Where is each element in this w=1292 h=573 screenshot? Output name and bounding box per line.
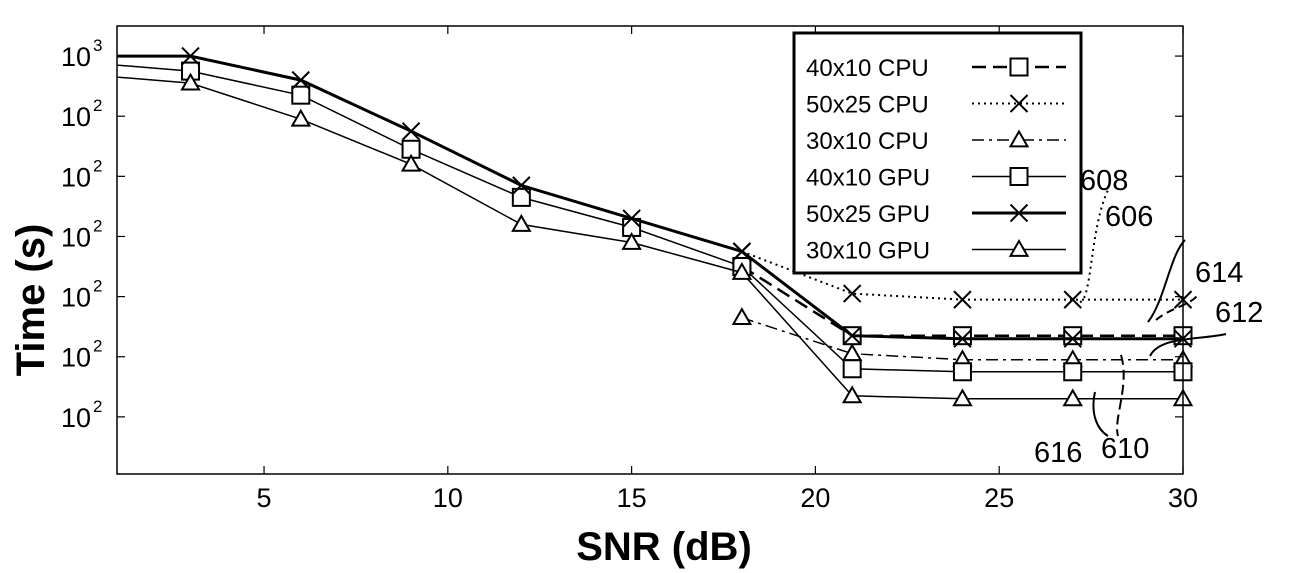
data-point (954, 390, 971, 405)
y-tick-label: 10 (61, 162, 91, 192)
legend-label: 40x10 GPU (806, 165, 930, 192)
data-point (733, 309, 750, 324)
callout-leader (1148, 240, 1185, 322)
legend-label: 30x10 GPU (806, 238, 930, 265)
data-point (1064, 291, 1081, 308)
legend-label: 40x10 CPU (806, 55, 929, 82)
data-point (292, 87, 309, 104)
x-tick-label: 15 (617, 483, 647, 513)
y-tick-exponent: 2 (93, 337, 102, 356)
legend-marker (1011, 168, 1028, 185)
callout-label: 612 (1215, 297, 1263, 329)
legend-label: 50x25 GPU (806, 201, 930, 228)
data-point (1064, 390, 1081, 405)
y-tick-exponent: 2 (93, 216, 102, 235)
y-tick-exponent: 2 (93, 277, 102, 296)
data-point (292, 111, 309, 126)
y-tick-label: 10 (61, 222, 91, 252)
legend-label: 50x25 CPU (806, 92, 929, 119)
x-tick-label: 25 (984, 483, 1014, 513)
y-tick-label: 10 (61, 102, 91, 132)
data-point (1064, 363, 1081, 380)
y-tick-exponent: 3 (93, 36, 102, 55)
data-point (954, 363, 971, 380)
legend-marker (1011, 59, 1028, 76)
callout-leader (1117, 355, 1124, 436)
y-tick-exponent: 2 (93, 156, 102, 175)
y-tick-label: 10 (61, 283, 91, 313)
callout-label: 608 (1080, 165, 1128, 197)
x-tick-label: 20 (800, 483, 830, 513)
x-tick-label: 10 (433, 483, 463, 513)
x-axis-label: SNR (dB) (576, 525, 752, 569)
callout-leader (1080, 190, 1108, 302)
callout-label: 606 (1105, 201, 1153, 233)
y-tick-label: 10 (61, 403, 91, 433)
legend-label: 30x10 CPU (806, 128, 929, 155)
y-tick-exponent: 2 (93, 397, 102, 416)
data-point (1064, 327, 1081, 344)
legend: 40x10 CPU 50x25 CPU 30x10 CPU 40x10 GPU 50x2… (794, 33, 1081, 273)
x-tick-label: 30 (1168, 483, 1198, 513)
x-tick-label: 5 (257, 483, 272, 513)
callout-label: 616 (1034, 437, 1082, 469)
data-point (513, 216, 530, 231)
callout-label: 614 (1195, 257, 1243, 289)
data-point (844, 345, 861, 360)
y-tick-exponent: 2 (93, 96, 102, 115)
callout-label: 610 (1101, 433, 1149, 465)
data-point (844, 285, 861, 302)
data-point (844, 360, 861, 377)
data-point (403, 123, 420, 140)
y-axis-label: Time (s) (9, 224, 53, 377)
y-tick-label: 10 (61, 343, 91, 373)
data-point (954, 327, 971, 344)
y-tick-label: 10 (61, 42, 91, 72)
